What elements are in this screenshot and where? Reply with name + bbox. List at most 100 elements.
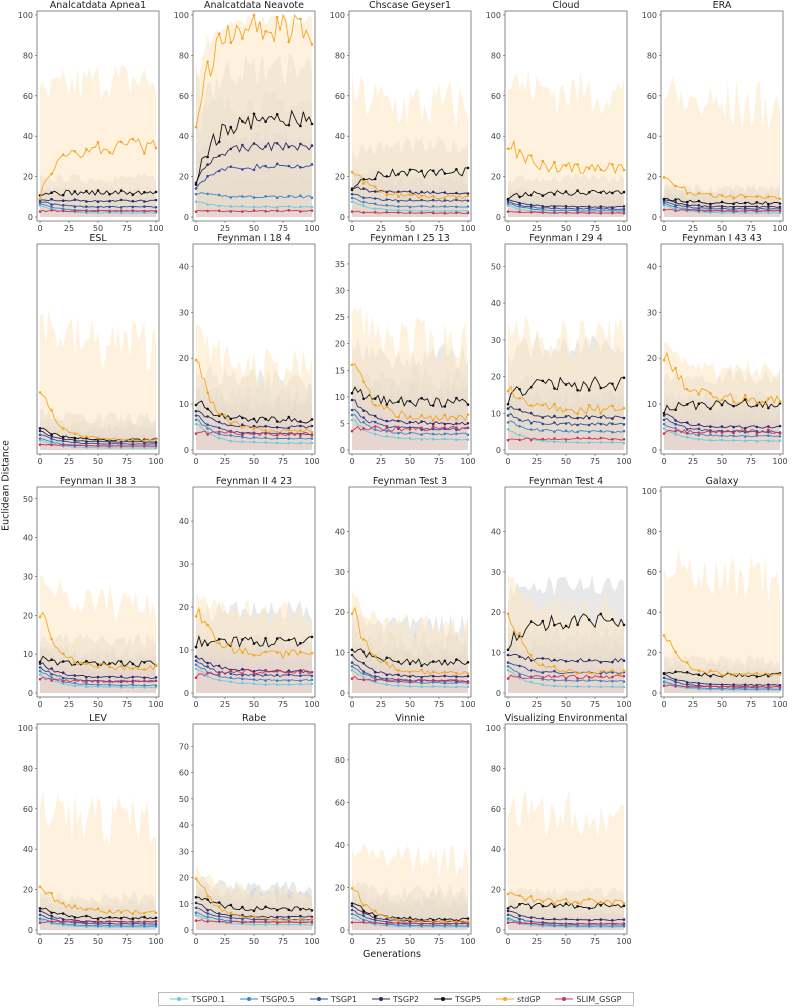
series-point-TSGP5 bbox=[755, 201, 759, 204]
series-point-TSGP0.1 bbox=[275, 441, 279, 445]
series-point-TSGP2 bbox=[564, 660, 568, 663]
series-point-TSGP0.1 bbox=[518, 677, 521, 680]
series-point-TSGP2 bbox=[350, 904, 354, 908]
series-point-TSGP0.5 bbox=[108, 924, 111, 927]
x-tick-label: 0 bbox=[349, 457, 354, 466]
series-point-stdGP bbox=[143, 911, 146, 915]
series-point-TSGP0.1 bbox=[564, 440, 568, 444]
y-tick-label: 0 bbox=[652, 213, 657, 222]
series-point-stdGP bbox=[397, 195, 400, 199]
series-point-TSGP5 bbox=[685, 200, 689, 204]
series-point-TSGP0.1 bbox=[564, 685, 568, 688]
series-point-stdGP bbox=[709, 669, 712, 672]
series-point-TSGP0.1 bbox=[287, 923, 291, 926]
series-point-stdGP bbox=[229, 41, 233, 44]
series-point-SLIM_GSGP bbox=[685, 432, 689, 435]
legend-label: TSGP2 bbox=[392, 994, 419, 1004]
series-point-stdGP bbox=[229, 911, 233, 915]
series-point-TSGP1 bbox=[85, 205, 88, 208]
series-point-stdGP bbox=[576, 163, 579, 166]
series-point-TSGP1 bbox=[506, 414, 510, 417]
y-tick-label: 30 bbox=[335, 287, 345, 296]
series-point-TSGP1 bbox=[541, 671, 545, 674]
panel-title: Analcatdata Apnea1 bbox=[50, 0, 146, 11]
y-tick-label: 60 bbox=[335, 92, 345, 101]
series-point-TSGP1 bbox=[611, 671, 614, 674]
series-point-TSGP1 bbox=[264, 673, 267, 676]
series-point-TSGP5 bbox=[518, 195, 521, 199]
series-point-stdGP bbox=[685, 192, 689, 195]
series-point-TSGP2 bbox=[154, 676, 158, 679]
panel-title: Chscase Geyser1 bbox=[369, 0, 451, 11]
series-point-TSGP0.5 bbox=[529, 428, 533, 431]
panel-title: ERA bbox=[713, 0, 732, 11]
legend-label: stdGP bbox=[517, 994, 541, 1004]
legend: TSGP0.1 TSGP0.5 TSGP1 TSGP2 TSGP5 stdGP SLIM_G… bbox=[158, 992, 634, 1006]
series-point-SLIM_GSGP bbox=[287, 209, 291, 212]
series-point-TSGP2 bbox=[229, 147, 233, 151]
series-point-stdGP bbox=[443, 196, 447, 200]
series-point-TSGP0.1 bbox=[229, 205, 233, 208]
series-point-stdGP bbox=[662, 634, 666, 637]
x-tick-label: 50 bbox=[249, 700, 259, 709]
series-point-TSGP5 bbox=[622, 376, 626, 380]
series-point-TSGP1 bbox=[408, 198, 412, 201]
series-point-SLIM_GSGP bbox=[529, 676, 533, 679]
series-point-TSGP5 bbox=[50, 911, 53, 915]
series-point-stdGP bbox=[194, 125, 198, 129]
series-point-SLIM_GSGP bbox=[275, 921, 279, 925]
series-point-stdGP bbox=[697, 669, 701, 672]
series-point-SLIM_GSGP bbox=[310, 209, 314, 212]
series-point-TSGP0.1 bbox=[662, 427, 666, 430]
series-point-TSGP1 bbox=[50, 917, 53, 920]
series-point-TSGP2 bbox=[362, 187, 365, 190]
y-tick-label: 80 bbox=[647, 527, 657, 536]
series-point-TSGP1 bbox=[697, 207, 701, 210]
series-point-TSGP0.1 bbox=[408, 209, 412, 213]
series-point-TSGP0.1 bbox=[194, 667, 198, 671]
series-point-TSGP5 bbox=[217, 901, 221, 904]
series-point-TSGP0.5 bbox=[506, 421, 510, 424]
series-point-TSGP0.1 bbox=[131, 211, 135, 215]
x-tick-label: 0 bbox=[37, 457, 42, 466]
series-point-SLIM_GSGP bbox=[599, 923, 603, 926]
series-point-TSGP2 bbox=[553, 414, 556, 418]
series-band-stdGP bbox=[40, 308, 156, 450]
series-point-TSGP0.5 bbox=[587, 679, 591, 682]
y-tick-label: 20 bbox=[491, 173, 501, 182]
series-point-stdGP bbox=[420, 413, 423, 417]
series-point-SLIM_GSGP bbox=[420, 211, 423, 215]
series-point-TSGP2 bbox=[697, 204, 701, 207]
series-point-TSGP5 bbox=[611, 191, 614, 195]
series-point-TSGP0.5 bbox=[420, 681, 423, 685]
series-point-TSGP0.1 bbox=[350, 668, 354, 672]
y-tick-label: 0 bbox=[28, 213, 33, 222]
series-point-SLIM_GSGP bbox=[732, 685, 735, 689]
x-tick-label: 75 bbox=[122, 457, 132, 466]
y-tick-label: 80 bbox=[335, 51, 345, 60]
series-point-SLIM_GSGP bbox=[229, 430, 233, 434]
series-point-TSGP2 bbox=[299, 669, 302, 672]
series-point-stdGP bbox=[50, 172, 53, 176]
x-tick-label: 50 bbox=[405, 457, 415, 466]
series-point-TSGP1 bbox=[154, 922, 158, 926]
series-point-TSGP2 bbox=[622, 659, 626, 662]
series-point-TSGP2 bbox=[73, 198, 77, 201]
x-tick-label: 25 bbox=[376, 457, 386, 466]
y-tick-label: 0 bbox=[496, 926, 501, 935]
series-point-stdGP bbox=[767, 397, 770, 401]
series-point-TSGP0.5 bbox=[241, 677, 244, 681]
series-point-TSGP0.5 bbox=[131, 683, 135, 686]
series-point-TSGP5 bbox=[299, 420, 302, 423]
series-point-stdGP bbox=[622, 902, 626, 905]
series-point-stdGP bbox=[85, 908, 88, 911]
series-point-TSGP2 bbox=[576, 660, 579, 663]
series-point-TSGP2 bbox=[674, 419, 677, 422]
panel: Feynman II 4 23 0 10 20 30 40 0 25 50 75 100 bbox=[179, 476, 320, 709]
series-point-SLIM_GSGP bbox=[720, 684, 724, 688]
series-point-TSGP0.1 bbox=[310, 923, 314, 927]
series-point-TSGP5 bbox=[466, 166, 470, 170]
series-point-SLIM_GSGP bbox=[743, 685, 747, 689]
y-tick-label: 30 bbox=[491, 336, 501, 345]
series-point-TSGP0.5 bbox=[241, 435, 244, 439]
